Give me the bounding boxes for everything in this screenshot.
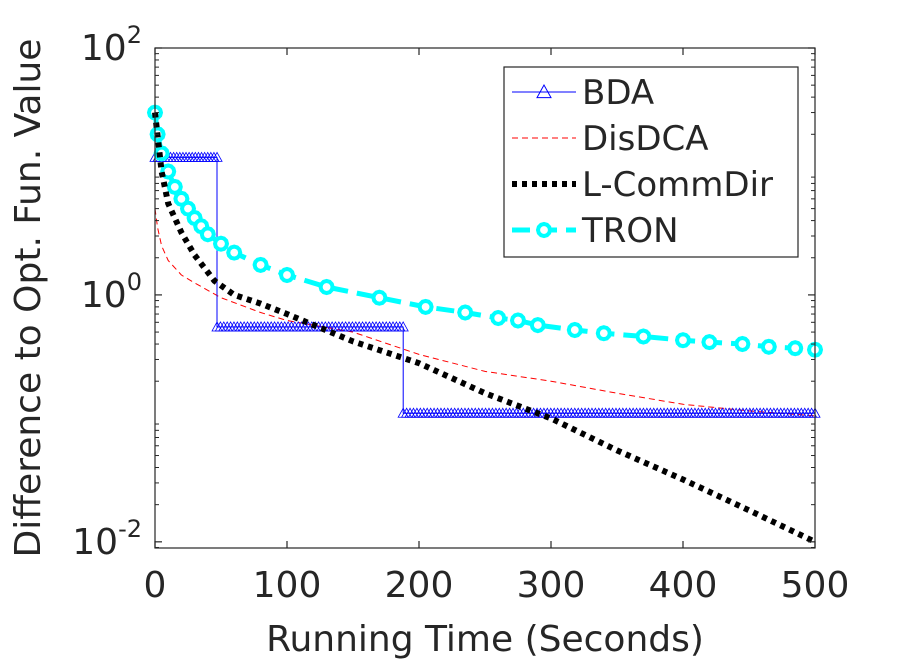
- series-tron-marker: [226, 244, 243, 261]
- x-axis-label: Running Time (Seconds): [266, 619, 704, 660]
- series-l-commdir-line: [152, 112, 817, 545]
- series-tron-marker: [490, 309, 507, 327]
- series-tron-marker: [318, 278, 335, 296]
- series-tron-marker: [674, 332, 692, 349]
- series-tron-marker: [417, 298, 434, 315]
- legend-l-commdir-label: L-CommDir: [582, 165, 773, 205]
- series-bda-marker: [211, 151, 223, 162]
- x-tick-label: 0: [144, 565, 167, 606]
- series-tron-marker: [734, 335, 751, 353]
- legend-tron-label: TRON: [581, 211, 679, 251]
- series-tron-marker: [212, 235, 230, 252]
- legend-box: [503, 66, 799, 258]
- x-tick-label: 500: [781, 565, 850, 606]
- series-tron-marker: [252, 256, 269, 273]
- x-tick-label: 200: [385, 565, 454, 606]
- series-tron-marker: [635, 328, 652, 345]
- x-tick-label: 300: [517, 565, 586, 606]
- series-tron-marker: [457, 304, 474, 321]
- series-tron-marker: [509, 312, 527, 329]
- series-tron-marker: [371, 289, 388, 306]
- series-tron-marker: [199, 226, 216, 243]
- series-tron-marker: [529, 317, 546, 334]
- legend-tron-marker: [535, 221, 553, 239]
- series-tron-marker: [166, 178, 183, 195]
- series-bda-marker: [397, 321, 409, 332]
- axes-box: [154, 47, 816, 549]
- legend: BDA DisDCA L-CommDir TRON: [503, 66, 799, 258]
- plot-series: [146, 104, 824, 545]
- x-tick-label: 400: [649, 565, 718, 606]
- y-tick-label: 100: [81, 268, 142, 316]
- y-axis-label: Difference to Opt. Fun. Value: [8, 39, 49, 558]
- series-tron-marker: [595, 325, 612, 342]
- series-tron-marker: [787, 340, 804, 357]
- x-axis: 0 100 200 300 400 500: [144, 48, 850, 606]
- x-tick-label: 100: [253, 565, 322, 606]
- legend-bda-marker: [536, 83, 552, 99]
- series-tron-marker: [760, 338, 777, 355]
- series-tron-marker: [701, 334, 718, 351]
- series-tron-marker: [566, 321, 583, 339]
- series-tron-marker: [278, 266, 296, 284]
- legend-disdca-label: DisDCA: [582, 119, 709, 159]
- legend-bda-label: BDA: [582, 73, 654, 113]
